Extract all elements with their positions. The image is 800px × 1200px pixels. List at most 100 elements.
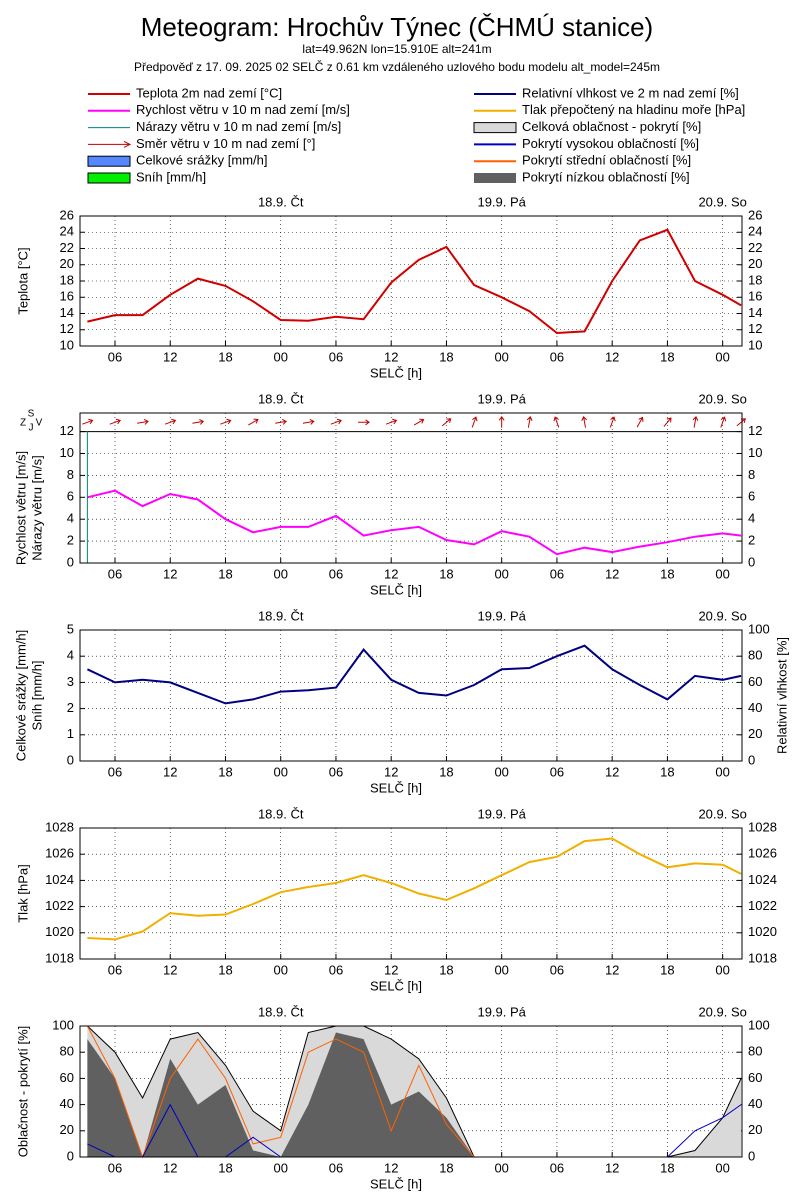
x-tick-label: 12: [384, 349, 398, 364]
x-tick-label: 18: [439, 962, 453, 977]
plot-frame: [79, 827, 743, 960]
x-tick-label: 18: [660, 1160, 674, 1175]
x-tick-label: 00: [715, 566, 729, 581]
y-tick-label: 2: [67, 533, 74, 548]
legend-label: Relativní vlhkost ve 2 m nad zemí [%]: [522, 85, 739, 100]
wind-arrow: [109, 418, 121, 425]
x-axis-label: SELČ [h]: [370, 780, 422, 795]
y-tick-label: 100: [52, 1017, 74, 1032]
y-tick-label-right: 10: [748, 445, 762, 460]
y-tick-label: 40: [60, 1096, 74, 1111]
x-tick-label: 06: [108, 566, 122, 581]
x-tick-label: 00: [273, 962, 287, 977]
y-tick-label: 0: [67, 1148, 74, 1163]
y-axis-label: Tlak [hPa]: [15, 864, 30, 923]
direction-label: V: [36, 418, 43, 429]
x-tick-label: 06: [108, 349, 122, 364]
y-tick-label-right: 20: [748, 1122, 762, 1137]
day-label: 20.9. So: [698, 194, 746, 209]
note: Předpověď z 17. 09. 2025 02 SELČ z 0.61 …: [134, 59, 660, 74]
x-tick-label: 00: [494, 962, 508, 977]
x-tick-label: 12: [384, 962, 398, 977]
wind-arrow: [413, 418, 425, 426]
y-tick-label-right: 10: [748, 337, 762, 352]
x-tick-label: 06: [108, 764, 122, 779]
wind-arrow: [220, 418, 232, 425]
x-tick-label: 00: [273, 566, 287, 581]
y-axis-label: Nárazy větru [m/s]: [29, 455, 44, 560]
legend-label: Pokrytí střední oblačností [%]: [522, 153, 691, 168]
y-tick-label-right: 1024: [748, 872, 777, 887]
y-tick-label-right: 16: [748, 289, 762, 304]
x-tick-label: 06: [329, 764, 343, 779]
x-tick-label: 12: [605, 349, 619, 364]
legend-label: Rychlost větru v 10 m nad zemí [m/s]: [136, 102, 350, 117]
y-tick-label: 3: [67, 674, 74, 689]
y-tick-label: 1020: [45, 924, 74, 939]
y-axis-label: Teplota [°C]: [15, 247, 30, 314]
x-tick-label: 06: [550, 1160, 564, 1175]
y-tick-label: 1028: [45, 819, 74, 834]
x-tick-label: 12: [605, 764, 619, 779]
x-axis-label: SELČ [h]: [370, 1176, 422, 1191]
subtitle: lat=49.962N lon=15.910E alt=241m: [302, 42, 491, 56]
x-tick-label: 06: [550, 962, 564, 977]
wind-arrow: [736, 418, 746, 427]
x-tick-label: 18: [218, 764, 232, 779]
cloud-area: [87, 1032, 742, 1157]
y-tick-label: 2: [67, 700, 74, 715]
x-tick-label: 18: [218, 962, 232, 977]
x-tick-label: 18: [660, 566, 674, 581]
direction-label: J: [29, 423, 34, 434]
y-tick-label: 60: [60, 1070, 74, 1085]
y-tick-label: 6: [67, 489, 74, 504]
y-tick-label-right: 22: [748, 240, 762, 255]
x-tick-label: 06: [550, 764, 564, 779]
y-tick-label-right: 6: [748, 489, 755, 504]
y-tick-label: 16: [60, 289, 74, 304]
y-tick-label: 1022: [45, 898, 74, 913]
x-tick-label: 06: [329, 962, 343, 977]
x-tick-label: 00: [494, 764, 508, 779]
y-tick-label-right: 2: [748, 533, 755, 548]
x-tick-label: 18: [439, 566, 453, 581]
y-axis-label: Celkové srážky [mm/h]: [13, 630, 28, 761]
x-tick-label: 18: [218, 566, 232, 581]
y-tick-label-right: 26: [748, 207, 762, 222]
y-tick-label-right: 1022: [748, 898, 777, 913]
y-tick-label-right: 4: [748, 511, 755, 526]
legend-label: Tlak přepočtený na hladinu moře [hPa]: [522, 102, 745, 117]
y-tick-label-right: 20: [748, 256, 762, 271]
cloud-area: [87, 1026, 742, 1157]
y-tick-label: 10: [60, 445, 74, 460]
x-tick-label: 00: [715, 349, 729, 364]
wind-arrow: [164, 418, 177, 425]
day-label: 18.9. Čt: [258, 608, 304, 623]
wind-arrow: [248, 418, 259, 426]
x-tick-label: 00: [273, 1160, 287, 1175]
y-tick-label-right: 1028: [748, 819, 777, 834]
wind-arrow: [636, 416, 644, 428]
x-tick-label: 06: [550, 566, 564, 581]
x-axis-label: SELČ [h]: [370, 978, 422, 993]
day-label: 20.9. So: [698, 806, 746, 821]
y-tick-label-right: 24: [748, 224, 762, 239]
x-tick-label: 12: [384, 566, 398, 581]
legend-swatch: [474, 173, 516, 183]
legend-label: Celková oblačnost - pokrytí [%]: [522, 119, 701, 134]
y-tick-label: 80: [60, 1044, 74, 1059]
y-tick-label-right: 14: [748, 305, 762, 320]
x-tick-label: 12: [163, 349, 177, 364]
wind-arrow: [663, 417, 672, 427]
x-tick-label: 00: [273, 349, 287, 364]
legend-swatch: [88, 140, 132, 148]
plot-frame: [79, 629, 743, 762]
x-tick-label: 06: [329, 566, 343, 581]
y-tick-label: 0: [67, 752, 74, 767]
y2-tick-label: 20: [748, 726, 762, 741]
legend-label: Teplota 2m nad zemí [°C]: [136, 85, 282, 100]
y-tick-label-right: 12: [748, 423, 762, 438]
plot-frame: [79, 215, 743, 347]
legend-swatch: [87, 172, 131, 184]
direction-label: Z: [20, 418, 26, 429]
